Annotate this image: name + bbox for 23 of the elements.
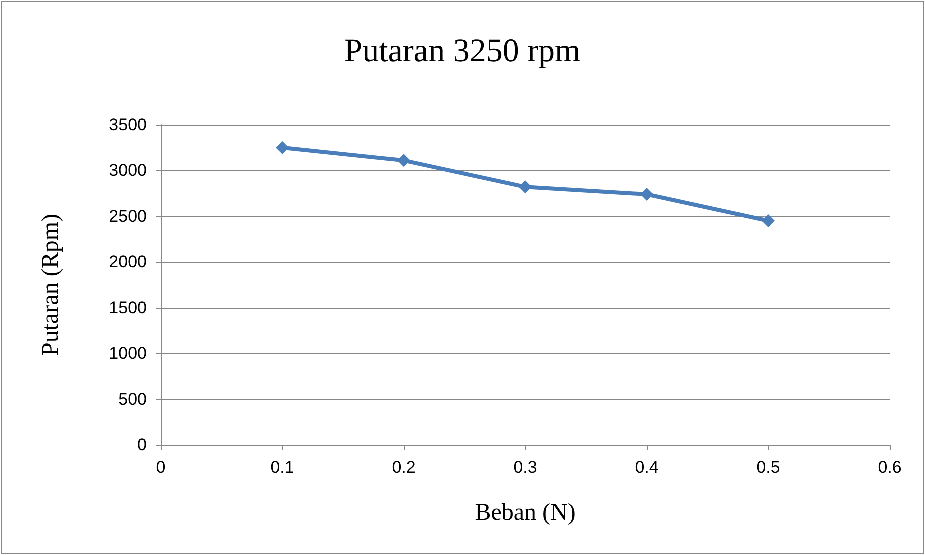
x-tick-label: 0 [156,458,166,477]
x-tick-label: 0.2 [392,458,416,477]
x-tick-label: 0.4 [635,458,659,477]
y-tick-label: 1000 [109,344,147,364]
point [276,141,289,154]
y-tick-label: 3000 [109,161,147,180]
chart-title: Putaran 3250 rpm [344,34,582,70]
point [640,188,654,201]
x-tick-label: 0.5 [756,458,780,477]
y-tick-label: 2000 [109,252,147,272]
y-tick-label: 0 [138,436,147,454]
y-tick-label: 2500 [109,206,147,226]
y-tick-label: 500 [118,390,147,409]
x-tick-label: 0.3 [514,458,538,477]
point [762,214,775,228]
point [398,154,410,168]
y-tick-label: 1500 [109,298,147,318]
x-axis-title: Beban (N) [475,500,576,526]
y-axis-title: Putaran (Rpm) [38,214,64,356]
y-tick-label: 3500 [109,116,147,134]
x-tick-label: 0.6 [878,458,902,477]
x-tick-label: 0.1 [270,458,294,477]
point [519,180,532,194]
